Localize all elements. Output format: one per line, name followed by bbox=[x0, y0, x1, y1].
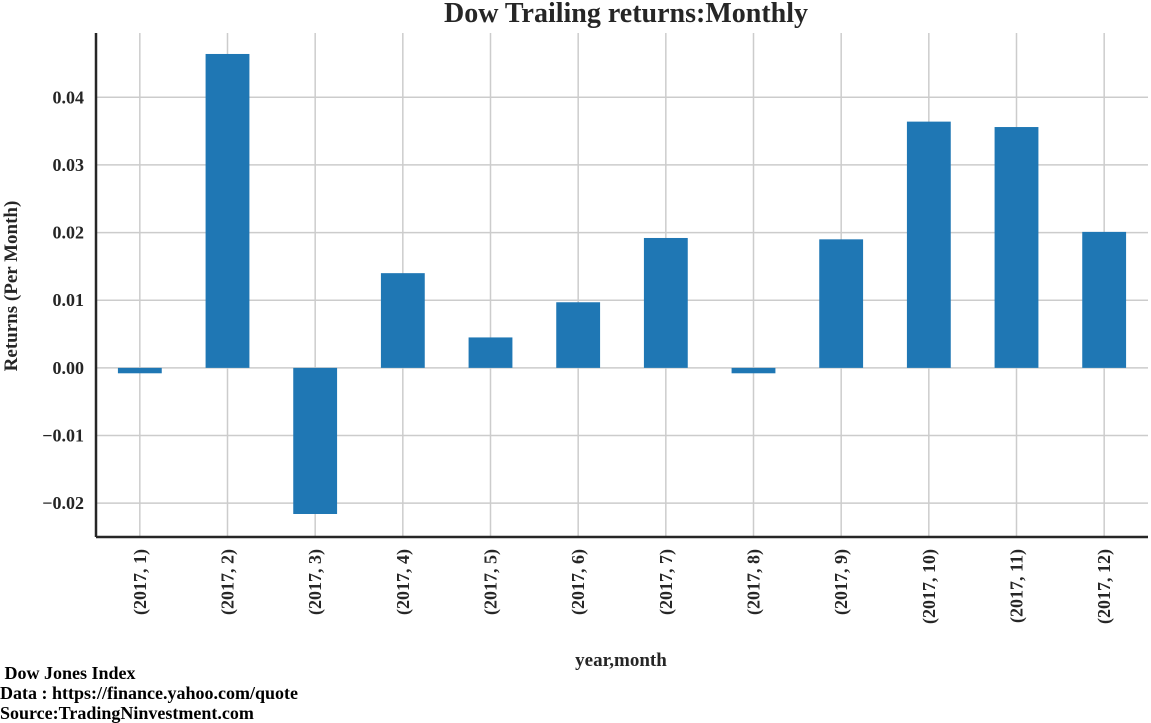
bar bbox=[906, 121, 951, 368]
x-tick-label: (2017, 2) bbox=[218, 549, 239, 615]
bar bbox=[468, 337, 513, 368]
y-tick-label: 0.02 bbox=[53, 223, 85, 243]
source-note-data: Data : https://finance.yahoo.com/quote bbox=[0, 683, 298, 703]
bar bbox=[205, 53, 250, 368]
bar bbox=[556, 302, 601, 368]
x-tick-label: (2017, 9) bbox=[831, 549, 852, 615]
y-tick-label: −0.02 bbox=[42, 493, 84, 513]
bar bbox=[994, 127, 1039, 368]
x-tick-label: (2017, 5) bbox=[481, 549, 502, 615]
x-tick-label: (2017, 3) bbox=[305, 549, 326, 615]
x-axis-label: year,month bbox=[575, 650, 667, 671]
chart-title: Dow Trailing returns:Monthly bbox=[444, 0, 808, 29]
x-tick-label: (2017, 12) bbox=[1094, 549, 1115, 624]
y-tick-label: 0.01 bbox=[53, 290, 85, 310]
y-tick-label: 0.03 bbox=[53, 155, 85, 175]
x-tick-label: (2017, 11) bbox=[1007, 549, 1028, 623]
bar bbox=[117, 367, 162, 374]
bar bbox=[731, 367, 776, 374]
y-tick-label: −0.01 bbox=[42, 426, 84, 446]
bar bbox=[380, 273, 425, 368]
x-tick-label: (2017, 1) bbox=[130, 549, 151, 615]
bar bbox=[643, 237, 688, 368]
x-tick-label: (2017, 7) bbox=[656, 549, 677, 615]
x-tick-label: (2017, 4) bbox=[393, 549, 414, 615]
x-tick-label: (2017, 10) bbox=[919, 549, 940, 624]
source-note-index: Dow Jones Index bbox=[0, 663, 136, 683]
x-tick-label: (2017, 8) bbox=[744, 549, 765, 615]
grid bbox=[96, 33, 1148, 537]
bar bbox=[293, 367, 338, 514]
y-tick-label: 0.04 bbox=[53, 87, 85, 107]
bars bbox=[117, 53, 1127, 514]
y-tick-label: 0.00 bbox=[53, 358, 85, 378]
tick-labels: −0.02 −0.01 0.00 0.01 0.02 0.03 0.04 (2017, 1) (… bbox=[42, 87, 1115, 624]
source-note-source: Source:TradingNinvestment.com bbox=[0, 703, 254, 723]
bar bbox=[1082, 231, 1127, 368]
y-axis-label: Returns (Per Month) bbox=[1, 201, 22, 372]
bar bbox=[819, 239, 864, 368]
x-tick-label: (2017, 6) bbox=[568, 549, 589, 615]
axes bbox=[94, 33, 1148, 539]
